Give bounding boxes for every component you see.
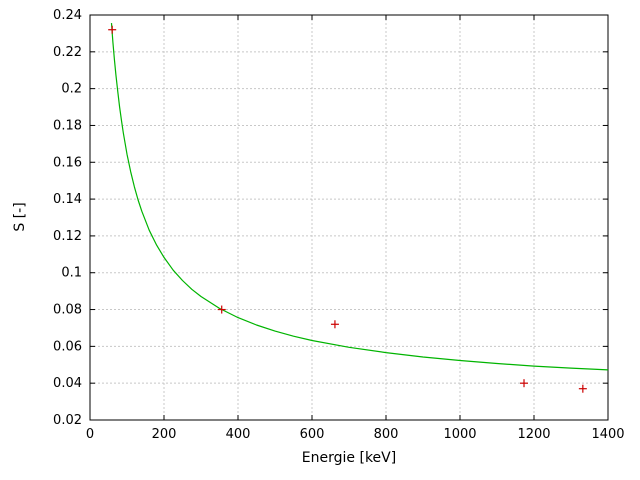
y-tick-label: 0.04 xyxy=(53,376,82,391)
y-tick-label: 0.06 xyxy=(53,339,82,354)
y-tick-label: 0.02 xyxy=(53,413,82,428)
x-tick-label: 200 xyxy=(152,427,177,442)
x-tick-label: 1400 xyxy=(591,427,624,442)
y-tick-label: 0.08 xyxy=(53,303,82,318)
y-tick-label: 0.2 xyxy=(61,82,82,97)
x-tick-label: 1000 xyxy=(443,427,476,442)
plot-border xyxy=(89,14,609,421)
y-tick-label: 0.18 xyxy=(53,118,82,133)
x-axis-label: Energie [keV] xyxy=(301,450,397,466)
y-tick-label: 0.24 xyxy=(53,8,82,23)
y-tick-label: 0.1 xyxy=(61,266,82,281)
y-tick-label: 0.14 xyxy=(53,192,82,207)
x-tick-label: 0 xyxy=(86,427,94,442)
y-tick-label: 0.22 xyxy=(53,45,82,60)
x-tick-label: 600 xyxy=(300,427,325,442)
x-tick-label: 1200 xyxy=(517,427,550,442)
x-tick-label: 400 xyxy=(226,427,251,442)
fit-curve xyxy=(110,23,609,371)
y-tick-label: 0.16 xyxy=(53,155,82,170)
y-tick-label: 0.12 xyxy=(53,229,82,244)
x-tick-label: 800 xyxy=(374,427,399,442)
y-axis-label: S [-] xyxy=(12,202,28,232)
